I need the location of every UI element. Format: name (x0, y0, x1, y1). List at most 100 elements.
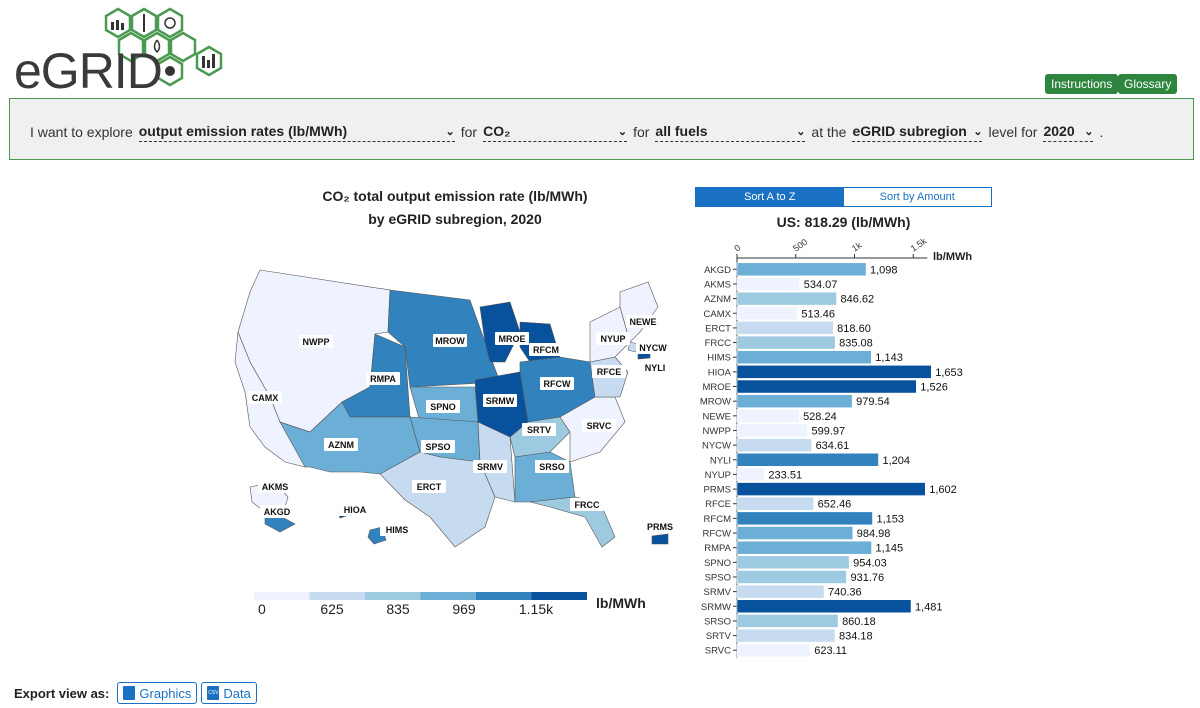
category-label: SPNO (704, 558, 731, 569)
bar-value-label: 860.18 (842, 616, 876, 628)
year-select[interactable]: 2020 ⌄ (1043, 121, 1094, 142)
map-label-camx: CAMX (248, 391, 282, 404)
year-select-value: 2020 (1043, 123, 1075, 139)
category-label: ERCT (705, 323, 731, 334)
category-label: MROW (700, 397, 731, 408)
bar-nwpp[interactable] (736, 423, 808, 438)
us-total: US: 818.29 (lb/MWh) (776, 214, 911, 230)
x-tick-label: 1.5k (909, 238, 929, 254)
category-label: SPSO (705, 572, 731, 583)
logo-hexagons-icon (104, 7, 223, 87)
category-label: SRVC (705, 646, 731, 657)
bar-value-label: 740.36 (828, 587, 862, 599)
bar-aznm[interactable] (736, 291, 837, 306)
sort-by-amount-button[interactable]: Sort by Amount (843, 188, 991, 206)
chevron-down-icon: ⌄ (796, 125, 806, 138)
legend-unit: lb/MWh (596, 595, 646, 611)
svg-text:RFCM: RFCM (533, 345, 559, 355)
bar-value-label: 931.76 (850, 572, 884, 584)
bar-akgd[interactable] (736, 262, 867, 277)
category-label: RFCW (703, 529, 732, 540)
bar-value-label: 846.62 (840, 294, 874, 306)
category-label: NEWE (703, 411, 732, 422)
bar-hims[interactable] (736, 350, 872, 364)
bar-mroe[interactable] (736, 379, 917, 394)
pollutant-select[interactable]: CO₂ ⌄ (483, 121, 628, 142)
svg-text:HIMS: HIMS (386, 525, 409, 535)
map-label-aznm: AZNM (324, 438, 358, 451)
svg-text:MROW: MROW (435, 336, 465, 346)
map-legend: 0 625 835 969 1.15k lb/MWh (254, 592, 646, 617)
bar-value-label: 528.24 (803, 411, 837, 423)
svg-text:AZNM: AZNM (328, 440, 354, 450)
bar-srtv[interactable] (736, 628, 836, 643)
level-select[interactable]: eGRID subregion ⌄ (852, 121, 983, 142)
bar-value-label: 1,153 (876, 513, 904, 525)
map-label-akgd: AKGD (260, 505, 294, 518)
query-sentence: I want to explore output emission rates … (30, 121, 1103, 142)
image-file-icon (123, 686, 136, 700)
bar-nycw[interactable] (736, 438, 812, 452)
bar-srmv[interactable] (736, 584, 825, 599)
bar-prms[interactable] (736, 482, 926, 496)
svg-text:SRMV: SRMV (477, 462, 503, 472)
bar-srso[interactable] (736, 614, 839, 628)
bar-value-label: 623.11 (814, 645, 847, 657)
bar-value-label: 599.97 (811, 425, 845, 437)
map-label-spno: SPNO (426, 400, 460, 413)
bar-rfcw[interactable] (736, 526, 853, 540)
svg-text:AKGD: AKGD (264, 507, 291, 517)
bar-akms[interactable] (736, 277, 801, 291)
map-region-prms[interactable] (651, 533, 669, 545)
category-label: PRMS (704, 485, 731, 496)
svg-text:NYUP: NYUP (600, 334, 625, 344)
svg-text:NYCW: NYCW (639, 343, 667, 353)
bar-value-label: 1,481 (915, 601, 943, 613)
level-select-value: eGRID subregion (852, 123, 967, 139)
bar-value-label: 1,653 (935, 367, 963, 379)
category-label: RFCM (704, 514, 732, 525)
bar-value-label: 834.18 (839, 631, 873, 643)
category-label: HIMS (707, 353, 731, 364)
export-graphics-button[interactable]: Graphics (117, 682, 198, 704)
sort-a-to-z-button[interactable]: Sort A to Z (696, 188, 844, 206)
bar-value-label: 233.51 (768, 469, 802, 481)
bar-chart: 0 500 1k 1.5k lb/MWh AKGD 1,098 AKMS 534.07 AZNM 8… (700, 238, 972, 658)
chevron-down-icon: ⌄ (1084, 125, 1094, 138)
map-label-erct: ERCT (412, 480, 446, 493)
map-region-srso[interactable] (514, 451, 576, 503)
bar-hioa[interactable] (736, 365, 932, 379)
svg-text:AKMS: AKMS (262, 482, 289, 492)
map-region-erct[interactable] (379, 451, 496, 548)
category-label: RFCE (705, 499, 731, 510)
glossary-button[interactable]: Glossary (1118, 74, 1178, 94)
export-data-button[interactable]: CSV Data (201, 682, 257, 704)
category-label: CAMX (704, 309, 732, 320)
query-level-for: level for (988, 123, 1038, 140)
export-label: Export view as: (14, 685, 110, 701)
bar-srvc[interactable] (736, 643, 811, 657)
query-period: . (1099, 123, 1104, 140)
svg-text:HIOA: HIOA (344, 505, 367, 515)
fuel-select[interactable]: all fuels ⌄ (655, 121, 806, 142)
bar-rfcm[interactable] (736, 511, 873, 526)
bar-nyli[interactable] (736, 453, 879, 467)
bar-newe[interactable] (736, 409, 800, 423)
bar-frcc[interactable] (736, 335, 836, 350)
bar-camx[interactable] (736, 306, 798, 321)
bar-mrow[interactable] (736, 394, 853, 408)
map-label-mroe: MROE (495, 332, 529, 345)
bar-rfce[interactable] (736, 496, 814, 511)
legend-tick-label: 625 (320, 601, 344, 617)
bar-nyup[interactable] (736, 467, 765, 482)
instructions-button[interactable]: Instructions (1045, 74, 1119, 94)
bar-spso[interactable] (736, 570, 847, 584)
metric-select[interactable]: output emission rates (lb/MWh) ⌄ (138, 121, 455, 142)
bar-value-label: 652.46 (818, 499, 852, 511)
map-label-rfcm: RFCM (529, 343, 563, 356)
bar-erct[interactable] (736, 321, 834, 335)
bar-rmpa[interactable] (736, 540, 872, 555)
bar-value-label: 513.46 (801, 308, 835, 320)
bar-spno[interactable] (736, 555, 850, 570)
bar-srmw[interactable] (736, 599, 912, 614)
